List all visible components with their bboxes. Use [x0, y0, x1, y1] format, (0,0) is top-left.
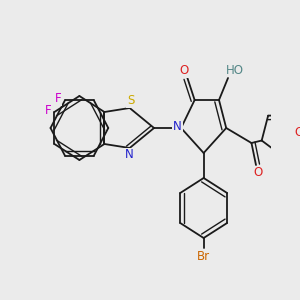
Text: O: O: [179, 64, 188, 77]
Text: F: F: [45, 104, 51, 118]
Text: N: N: [173, 119, 182, 133]
Text: F: F: [54, 92, 61, 105]
Text: N: N: [125, 148, 134, 161]
Text: O: O: [295, 126, 300, 139]
Text: S: S: [127, 94, 134, 107]
Text: O: O: [253, 167, 262, 179]
Text: Br: Br: [197, 250, 210, 263]
Text: HO: HO: [226, 64, 244, 76]
